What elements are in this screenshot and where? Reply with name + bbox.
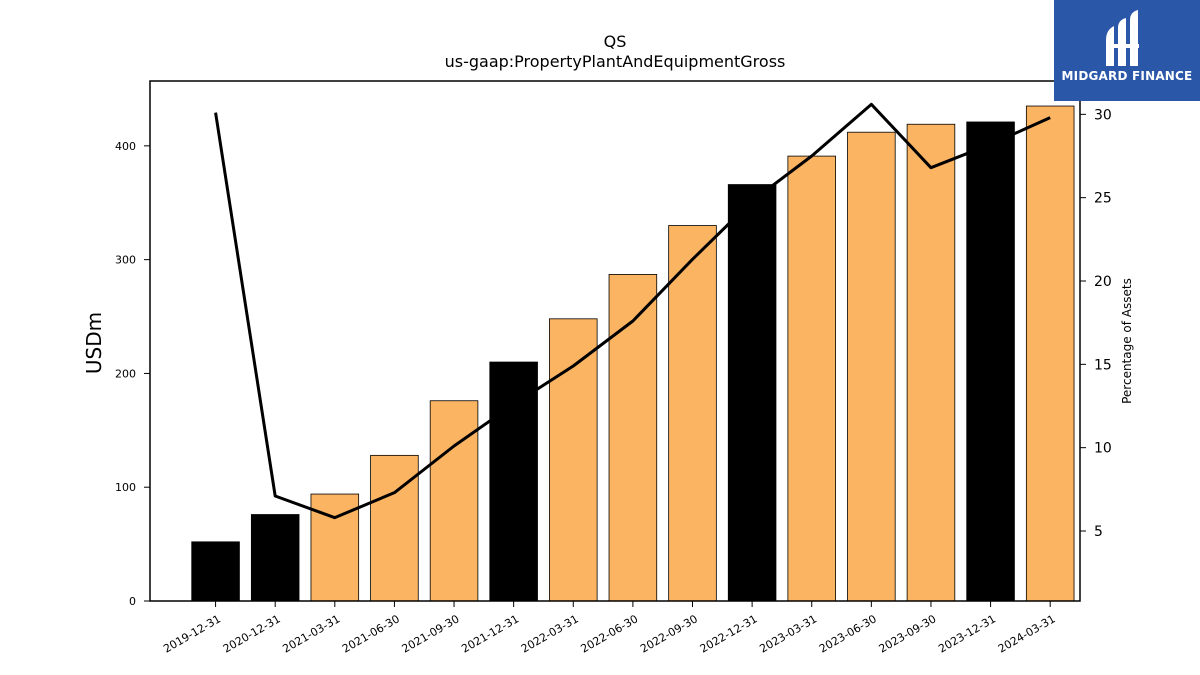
bar <box>370 454 419 602</box>
midgard-finance-logo: MIDGARD FINANCE <box>1054 0 1200 101</box>
y2-tick-label: 10 <box>1094 441 1112 457</box>
y-tick-label: 200 <box>115 367 136 380</box>
bar <box>429 400 479 602</box>
y2-axis-label: Percentage of Assets <box>1120 278 1134 404</box>
bar <box>847 131 896 602</box>
y2-tick-label: 20 <box>1094 274 1112 290</box>
y-axis-label: USDm <box>82 312 106 374</box>
x-tick-label: 2020-12-31 <box>221 612 283 655</box>
x-tick-label: 2023-12-31 <box>936 612 998 655</box>
bar <box>191 541 240 602</box>
y2-tick-label: 15 <box>1094 357 1112 373</box>
bar <box>250 514 300 602</box>
x-tick-label: 2023-06-30 <box>817 612 879 655</box>
chart-title: QS <box>603 32 627 51</box>
bar <box>727 184 777 602</box>
x-tick-label: 2023-09-30 <box>877 612 939 655</box>
y2-tick-label: 5 <box>1094 524 1103 540</box>
y2-tick-label: 25 <box>1094 191 1112 207</box>
y-tick-label: 0 <box>129 595 136 608</box>
percentage-line <box>214 102 1051 520</box>
y-tick-label: 400 <box>115 140 136 153</box>
x-tick-label: 2022-12-31 <box>698 612 760 655</box>
bar <box>489 361 538 602</box>
x-tick-label: 2021-06-30 <box>340 612 402 655</box>
x-tick-label: 2021-09-30 <box>400 612 462 655</box>
y-tick-label: 100 <box>115 481 136 494</box>
y2-tick-label: 30 <box>1094 107 1112 123</box>
x-tick-label: 2021-12-31 <box>459 612 521 655</box>
chart-subtitle: us-gaap:PropertyPlantAndEquipmentGross <box>444 52 786 71</box>
bar <box>549 318 598 602</box>
bar <box>906 123 956 602</box>
bar <box>668 225 717 602</box>
x-tick-label: 2022-03-31 <box>519 612 581 655</box>
midgard-logo-icon <box>1106 10 1139 66</box>
x-tick-label: 2022-09-30 <box>638 612 700 655</box>
bar <box>966 121 1015 602</box>
logo-text: MIDGARD FINANCE <box>1061 69 1193 83</box>
bar <box>1025 105 1075 602</box>
y-tick-label: 300 <box>115 254 136 267</box>
x-tick-label: 2023-03-31 <box>757 612 819 655</box>
x-tick-label: 2024-03-31 <box>996 612 1058 655</box>
x-tick-label: 2022-06-30 <box>579 612 641 655</box>
x-tick-label: 2021-03-31 <box>280 612 342 655</box>
bar <box>787 155 836 602</box>
bar <box>608 274 658 602</box>
x-tick-label: 2019-12-31 <box>161 612 223 655</box>
plot-frame <box>149 80 1081 602</box>
